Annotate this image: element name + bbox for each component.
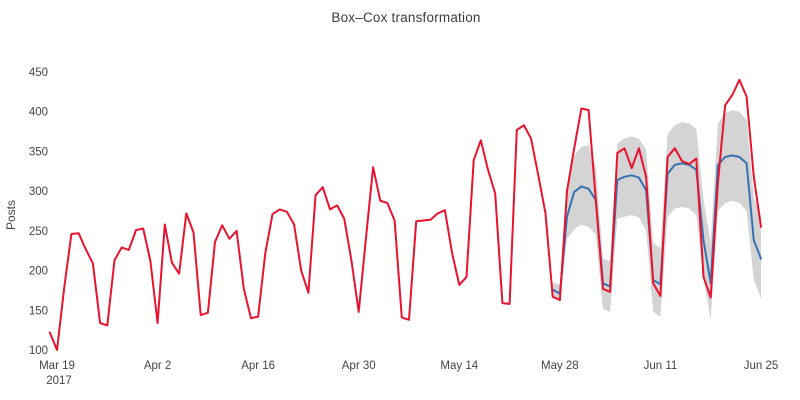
forecast-posts-line [551,154,762,295]
x-tick-label: May 14 [440,360,478,372]
x-tick-label: Mar 19 [39,360,75,372]
y-tick-label: 250 [29,226,48,238]
y-tick-label: 450 [29,67,48,79]
x-tick-label: Jun 25 [744,360,779,372]
x-tick-label: May 28 [541,360,579,372]
y-tick-label: 150 [29,305,48,317]
y-tick-label: 350 [29,146,48,158]
y-tick-label: 300 [29,186,48,198]
y-tick-label: 100 [29,345,48,357]
observed-posts-line [48,78,762,351]
y-tick-label: 200 [29,266,48,278]
x-tick-label: Apr 2 [144,360,172,372]
x-tick-label: Apr 30 [342,360,376,372]
chart-title: Box–Cox transformation [331,10,481,25]
x-tick-label: Apr 16 [241,360,275,372]
y-tick-label: 400 [29,107,48,119]
x-tick-year-label: 2017 [46,375,72,387]
x-tick-label: Jun 11 [644,360,678,372]
